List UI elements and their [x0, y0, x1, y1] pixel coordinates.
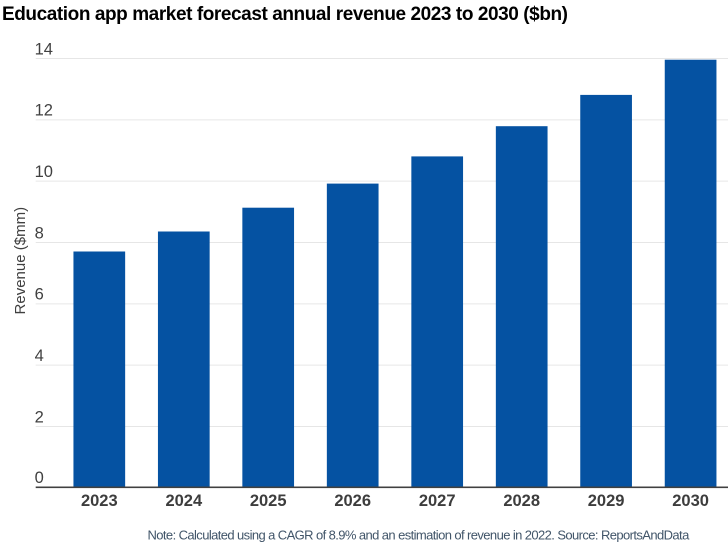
- svg-text:10: 10: [35, 163, 53, 181]
- svg-text:2027: 2027: [419, 492, 456, 510]
- svg-text:0: 0: [35, 469, 44, 487]
- svg-text:2029: 2029: [588, 492, 625, 510]
- svg-text:12: 12: [35, 102, 53, 120]
- svg-text:Note: Calculated using a CAGR: Note: Calculated using a CAGR of 8.9% an…: [148, 528, 691, 543]
- svg-text:Revenue ($mm): Revenue ($mm): [12, 207, 29, 315]
- svg-text:6: 6: [35, 286, 44, 304]
- svg-text:2026: 2026: [334, 492, 371, 510]
- svg-text:2023: 2023: [81, 492, 118, 510]
- svg-text:2030: 2030: [672, 492, 709, 510]
- svg-text:4: 4: [35, 347, 44, 365]
- svg-text:2: 2: [35, 408, 44, 426]
- svg-text:14: 14: [35, 40, 53, 58]
- svg-text:2028: 2028: [503, 492, 540, 510]
- svg-text:8: 8: [35, 224, 44, 242]
- svg-text:Education app market forecast: Education app market forecast annual rev…: [2, 4, 568, 25]
- svg-text:2025: 2025: [250, 492, 287, 510]
- svg-text:2024: 2024: [165, 492, 203, 510]
